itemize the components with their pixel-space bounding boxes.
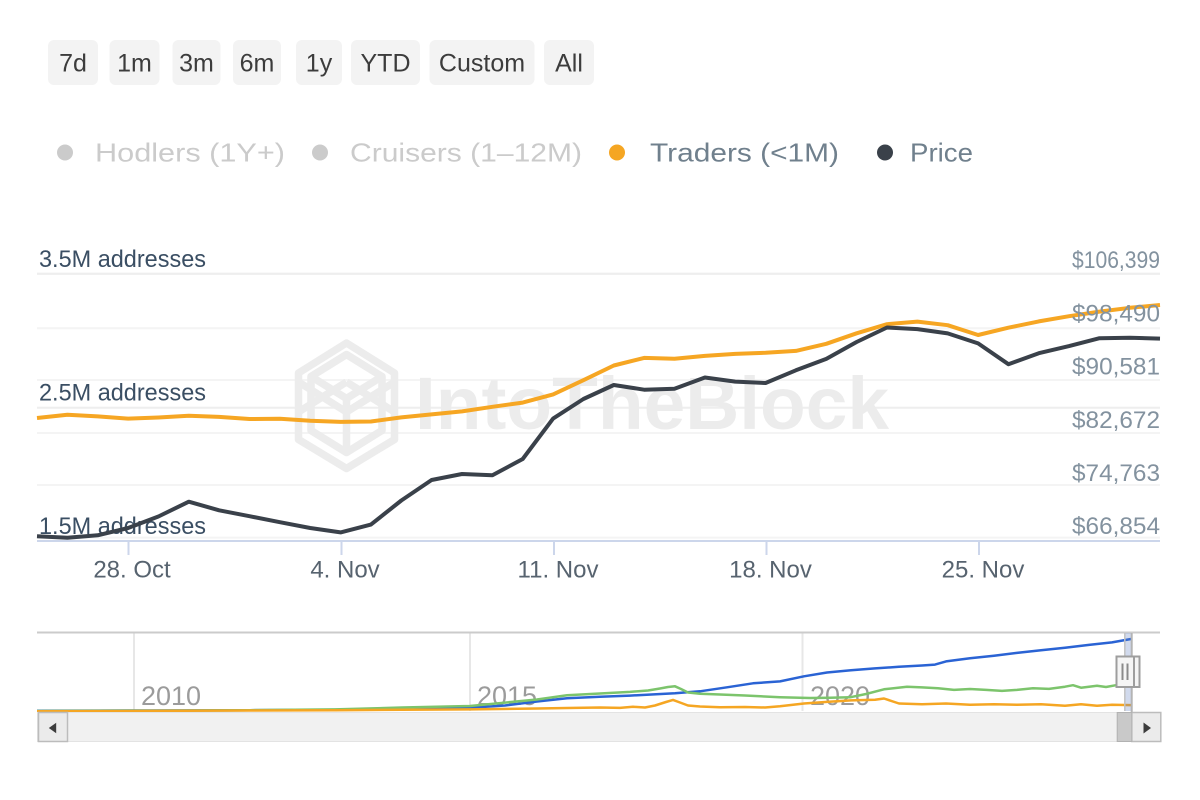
- svg-text:4. Nov: 4. Nov: [310, 557, 379, 584]
- svg-text:Traders (<1M): Traders (<1M): [650, 138, 839, 168]
- svg-text:Hodlers (1Y+): Hodlers (1Y+): [95, 138, 285, 168]
- svg-text:1y: 1y: [306, 50, 333, 78]
- svg-text:All: All: [555, 50, 583, 78]
- svg-text:$74,763: $74,763: [1072, 460, 1160, 487]
- svg-text:2010: 2010: [141, 681, 201, 711]
- svg-text:$106,399: $106,399: [1072, 247, 1160, 274]
- svg-text:$98,490: $98,490: [1072, 300, 1160, 327]
- svg-text:$90,581: $90,581: [1072, 354, 1160, 381]
- svg-text:Custom: Custom: [439, 50, 525, 78]
- svg-text:Price: Price: [910, 138, 973, 168]
- svg-text:YTD: YTD: [361, 50, 411, 78]
- svg-text:3m: 3m: [179, 50, 214, 78]
- svg-text:6m: 6m: [240, 50, 275, 78]
- svg-text:1m: 1m: [117, 50, 152, 78]
- svg-text:3.5M addresses: 3.5M addresses: [39, 246, 206, 273]
- svg-text:$66,854: $66,854: [1072, 513, 1160, 540]
- svg-text:28. Oct: 28. Oct: [93, 557, 171, 584]
- svg-text:$82,672: $82,672: [1072, 407, 1160, 434]
- svg-text:11. Nov: 11. Nov: [518, 557, 599, 584]
- svg-text:7d: 7d: [59, 50, 87, 78]
- svg-text:25. Nov: 25. Nov: [942, 557, 1025, 584]
- svg-text:IntoTheBlock: IntoTheBlock: [415, 362, 890, 445]
- svg-text:Cruisers (1–12M): Cruisers (1–12M): [350, 138, 582, 168]
- svg-text:18. Nov: 18. Nov: [729, 557, 812, 584]
- svg-text:1.5M addresses: 1.5M addresses: [39, 513, 206, 540]
- svg-text:2.5M addresses: 2.5M addresses: [39, 379, 206, 406]
